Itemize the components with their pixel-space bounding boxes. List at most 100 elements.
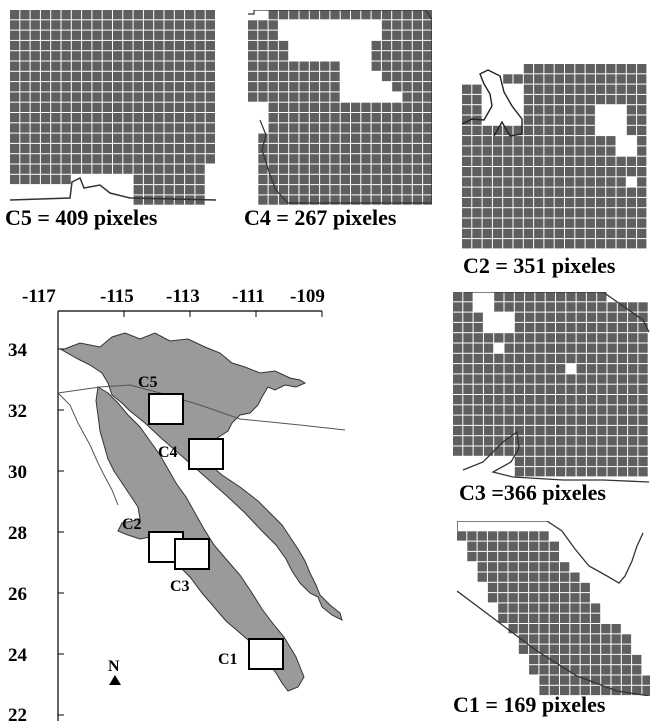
grid-cell [632, 654, 642, 665]
grid-cell [113, 10, 123, 20]
grid-cell [535, 292, 545, 302]
grid-cell [494, 333, 504, 343]
grid-cell [123, 71, 133, 82]
grid-cell [51, 143, 61, 154]
grid-cell [565, 156, 575, 166]
grid-cell [607, 353, 617, 364]
grid-cell [487, 551, 498, 562]
grid-cell [575, 156, 585, 166]
grid-cell [278, 195, 289, 205]
grid-cell [20, 102, 30, 112]
lat-tick-label: 34 [8, 340, 28, 361]
grid-cell [71, 40, 82, 51]
grid-cell [423, 71, 432, 82]
grid-cell [570, 685, 580, 696]
grid-cell [40, 123, 51, 133]
grid-cell [320, 10, 330, 20]
grid-cell [590, 624, 601, 634]
grid-cell [82, 30, 92, 40]
grid-cell [566, 456, 576, 467]
grid-cell [539, 531, 549, 541]
grid-cell [539, 654, 549, 665]
grid-cell [597, 292, 607, 302]
grid-cell [381, 113, 392, 123]
grid-cell [492, 187, 503, 197]
grid-cell [576, 384, 586, 394]
grid-cell [61, 61, 71, 71]
grid-cell [483, 364, 494, 374]
grid-cell [51, 113, 61, 123]
grid-cell [626, 197, 637, 208]
grid-cell [392, 61, 402, 71]
grid-cell [423, 154, 432, 164]
grid-cell [205, 61, 215, 71]
grid-cell [590, 685, 601, 696]
grid-cell [535, 405, 545, 415]
grid-cell [402, 143, 412, 154]
lon-tick-label: -109 [290, 286, 325, 307]
grid-cell [392, 40, 402, 51]
grid-cell [412, 92, 423, 102]
grid-cell [61, 123, 71, 133]
grid-cell [482, 167, 492, 177]
grid-cell [268, 61, 278, 71]
grid-cell [174, 40, 185, 51]
grid-cell [123, 30, 133, 40]
grid-cell [278, 113, 289, 123]
grid-cell [371, 61, 381, 71]
grid-cell [412, 143, 423, 154]
grid-cell [560, 675, 570, 685]
grid-cell [483, 436, 494, 446]
grid-cell [248, 71, 258, 82]
grid-cell [392, 154, 402, 164]
grid-cell [92, 71, 102, 82]
grid-cell [518, 541, 529, 551]
lon-ticks: -117 -115 -113 -111 -109 [22, 286, 325, 317]
grid-cell [513, 136, 523, 146]
grid-cell [462, 105, 472, 115]
grid-cell [473, 395, 483, 405]
grid-cell [508, 551, 518, 562]
grid-cell [632, 665, 642, 675]
grid-cell [607, 364, 617, 374]
grid-cell [195, 154, 205, 164]
grid-cell [580, 675, 590, 685]
grid-cell [556, 467, 566, 477]
grid-cell [545, 353, 555, 364]
grid-cell [92, 92, 102, 102]
grid-cell [575, 197, 585, 208]
grid-cell [586, 395, 597, 405]
grid-cell [576, 312, 586, 322]
grid-cell [597, 456, 607, 467]
grid-cell [195, 30, 205, 40]
grid-cell [61, 10, 71, 20]
grid-cell [544, 228, 554, 239]
grid-cell [258, 185, 268, 195]
grid-cell [453, 446, 463, 456]
grid-cell [472, 146, 482, 156]
grid-cell [61, 174, 71, 185]
grid-cell [453, 353, 463, 364]
grid-cell [576, 456, 586, 467]
grid-cell [453, 415, 463, 425]
grid-cell [632, 685, 642, 696]
grid-cell [576, 446, 586, 456]
grid-cell [606, 64, 616, 74]
grid-cell [392, 164, 402, 174]
grid-cell [637, 74, 647, 84]
grid-cell [560, 613, 570, 623]
baja-california-map: -117 -115 -113 -111 -109 34 32 30 28 26 … [8, 286, 346, 721]
grid-cell [545, 415, 555, 425]
grid-cell [566, 343, 576, 353]
grid-cell [351, 154, 361, 164]
grid-cell [565, 167, 575, 177]
grid-cell [494, 405, 504, 415]
grid-cell [529, 603, 539, 613]
grid-cell [595, 136, 606, 146]
grid-cell [320, 82, 330, 92]
grid-cell [278, 71, 289, 82]
grid-cell [525, 395, 535, 405]
grid-cell [554, 208, 564, 218]
grid-cell [477, 551, 487, 562]
grid-cell [205, 154, 215, 164]
